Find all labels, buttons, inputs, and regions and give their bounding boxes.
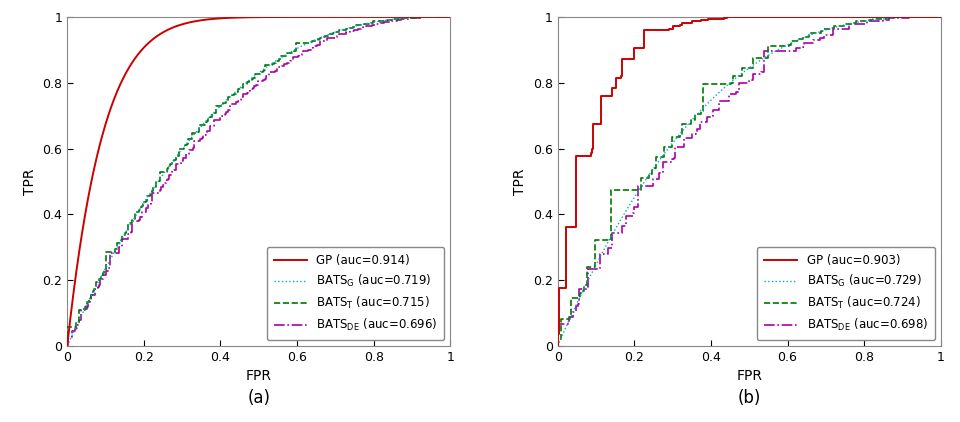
X-axis label: FPR: FPR [736,369,762,384]
Legend: GP (auc=0.914), BATS$_\mathregular{G}$ (auc=0.719), BATS$_\mathregular{T}$ (auc=: GP (auc=0.914), BATS$_\mathregular{G}$ (… [267,247,444,340]
Y-axis label: TPR: TPR [23,168,36,195]
Text: (b): (b) [737,389,761,407]
X-axis label: FPR: FPR [246,369,272,384]
Legend: GP (auc=0.903), BATS$_\mathregular{G}$ (auc=0.729), BATS$_\mathregular{T}$ (auc=: GP (auc=0.903), BATS$_\mathregular{G}$ (… [757,247,935,340]
Text: (a): (a) [248,389,271,407]
Y-axis label: TPR: TPR [514,168,527,195]
